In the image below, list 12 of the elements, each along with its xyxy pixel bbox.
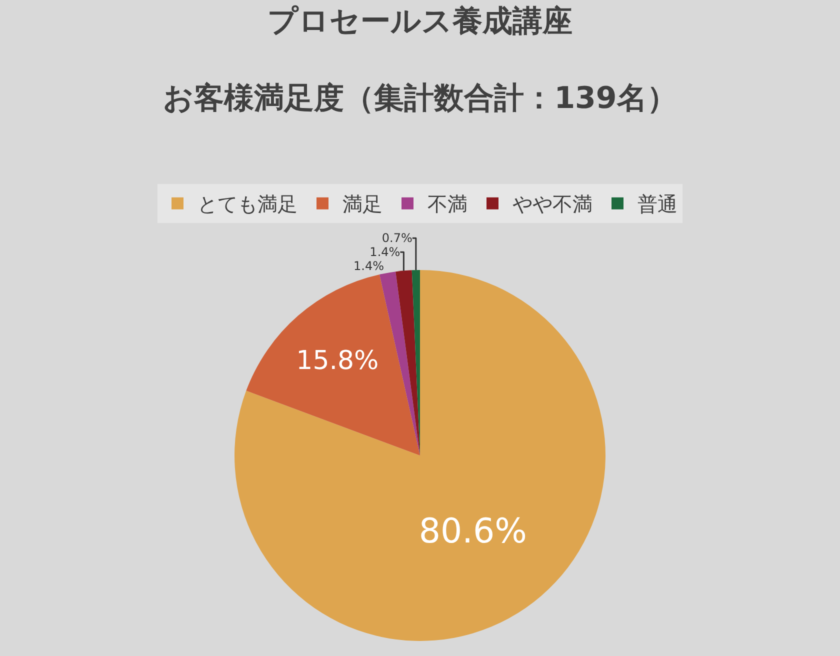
legend-label: 満足: [342, 192, 382, 216]
legend-label: とても満足: [198, 192, 298, 216]
chart-subtitle: お客様満足度（集計数合計：139名）: [163, 80, 677, 116]
legend-label: 不満: [428, 192, 468, 216]
legend-label: 普通: [638, 192, 678, 216]
data-label: 0.7%: [382, 231, 412, 246]
data-label: 80.6%: [418, 512, 527, 552]
data-label: 1.4%: [354, 259, 384, 274]
legend-label: やや不満: [512, 192, 592, 216]
data-label: 1.4%: [370, 245, 400, 260]
data-label: 15.8%: [296, 346, 379, 376]
chart-title: プロセールス養成講座: [268, 4, 572, 39]
